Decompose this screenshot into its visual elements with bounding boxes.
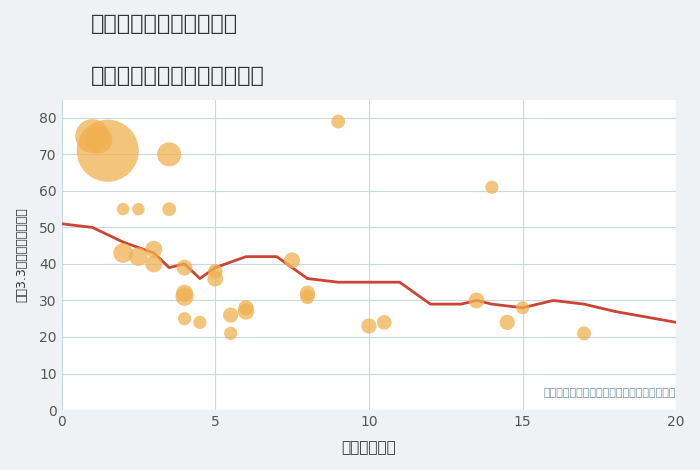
Point bbox=[179, 293, 190, 301]
Point bbox=[332, 118, 344, 125]
Point bbox=[240, 304, 251, 312]
Point bbox=[486, 183, 498, 191]
Point bbox=[225, 311, 236, 319]
Point bbox=[379, 319, 390, 326]
Point bbox=[148, 260, 160, 268]
Text: 奈良県大和高田市東中の: 奈良県大和高田市東中の bbox=[91, 14, 238, 34]
Y-axis label: 坪（3.3㎡）単価（万円）: 坪（3.3㎡）単価（万円） bbox=[15, 207, 28, 302]
Point bbox=[179, 264, 190, 271]
Point bbox=[179, 290, 190, 297]
Point bbox=[133, 253, 144, 260]
Point bbox=[302, 290, 313, 297]
Point bbox=[302, 293, 313, 301]
Point bbox=[118, 205, 129, 213]
Point bbox=[210, 267, 221, 275]
Point bbox=[93, 136, 104, 143]
Point bbox=[502, 319, 513, 326]
Point bbox=[87, 133, 98, 140]
Text: 駅距離別中古マンション価格: 駅距離別中古マンション価格 bbox=[91, 66, 265, 86]
Point bbox=[133, 205, 144, 213]
Point bbox=[102, 147, 113, 155]
Point bbox=[164, 205, 175, 213]
Text: 円の大きさは、取引のあった物件面積を示す: 円の大きさは、取引のあった物件面積を示す bbox=[544, 388, 676, 398]
Point bbox=[148, 246, 160, 253]
Point bbox=[225, 329, 236, 337]
Point bbox=[578, 329, 589, 337]
Point bbox=[179, 315, 190, 322]
X-axis label: 駅距離（分）: 駅距離（分） bbox=[342, 440, 396, 455]
Point bbox=[240, 308, 251, 315]
Point bbox=[210, 275, 221, 282]
Point bbox=[195, 319, 206, 326]
Point bbox=[363, 322, 374, 330]
Point bbox=[517, 304, 528, 312]
Point bbox=[164, 150, 175, 158]
Point bbox=[286, 257, 297, 264]
Point bbox=[471, 297, 482, 304]
Point bbox=[118, 249, 129, 257]
